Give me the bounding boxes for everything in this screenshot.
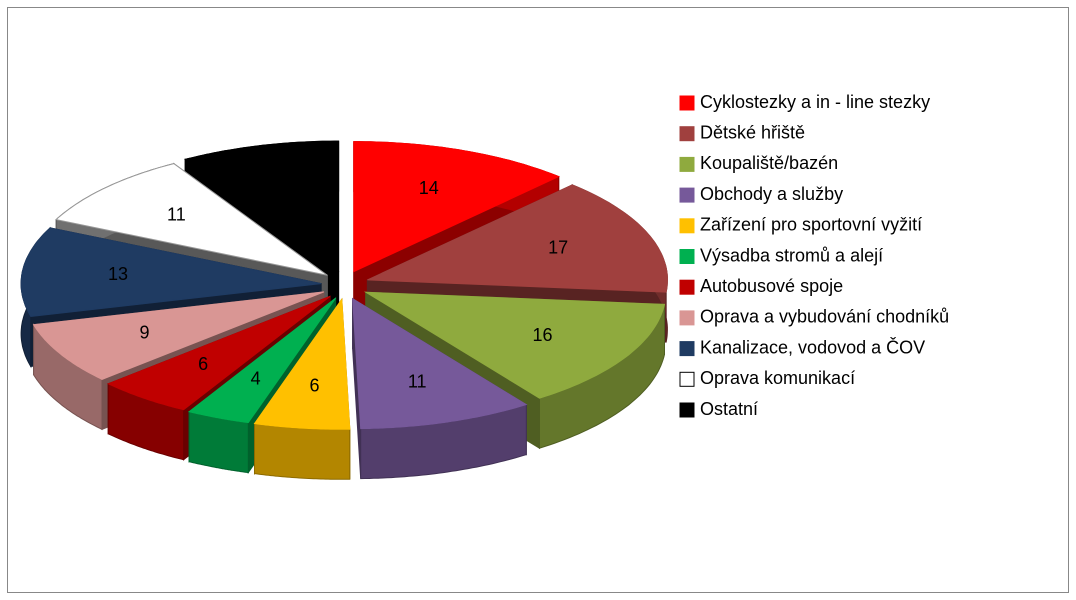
legend-swatch bbox=[679, 310, 695, 326]
data-label: 11 bbox=[167, 205, 186, 225]
slice-top bbox=[253, 297, 351, 430]
data-label: 10 bbox=[274, 175, 294, 195]
data-label: 17 bbox=[548, 237, 568, 257]
legend-label: Kanalizace, vodovod a ČOV bbox=[700, 336, 925, 357]
legend-label: Výsadba stromů a alejí bbox=[700, 245, 883, 265]
slice-top bbox=[187, 297, 337, 424]
data-label: 11 bbox=[408, 371, 427, 391]
legend-label: Oprava a vybudování chodníků bbox=[700, 307, 949, 327]
legend-label: Cyklostezky a in - line stezky bbox=[700, 92, 930, 112]
slice-wall bbox=[254, 423, 351, 480]
data-label: 6 bbox=[198, 354, 208, 374]
data-label: 4 bbox=[251, 368, 261, 388]
data-label: 14 bbox=[419, 178, 439, 198]
data-label: 13 bbox=[108, 264, 128, 284]
legend-swatch bbox=[679, 126, 695, 142]
legend-swatch bbox=[679, 279, 695, 295]
slice-top bbox=[367, 184, 668, 293]
legend-swatch bbox=[679, 156, 695, 172]
legend-swatch bbox=[679, 341, 695, 357]
slice-top bbox=[352, 297, 528, 430]
legend-swatch bbox=[679, 218, 695, 234]
pie-slice: 6 bbox=[253, 297, 351, 480]
legend-label: Ostatní bbox=[700, 399, 758, 419]
data-label: 16 bbox=[532, 325, 552, 345]
slice-top bbox=[55, 163, 328, 276]
slice-top bbox=[353, 141, 560, 273]
pie-slice: 11 bbox=[352, 297, 528, 480]
legend-label: Obchody a služby bbox=[700, 184, 843, 204]
legend-label: Autobusové spoje bbox=[700, 276, 843, 296]
slice-top bbox=[20, 227, 322, 318]
legend-label: Zařízení pro sportovní vyžití bbox=[700, 215, 922, 235]
data-label: 6 bbox=[309, 376, 319, 396]
legend-swatch bbox=[679, 95, 695, 111]
legend-label: Dětské hřiště bbox=[700, 122, 805, 142]
slice-top bbox=[363, 291, 666, 399]
slice-top bbox=[184, 140, 340, 273]
legend-swatch bbox=[679, 187, 695, 203]
legend-label: Oprava komunikací bbox=[700, 368, 855, 388]
slice-top bbox=[32, 291, 325, 380]
legend-label: Koupaliště/bazén bbox=[700, 153, 838, 173]
data-label: 9 bbox=[140, 323, 150, 343]
legend-swatch bbox=[679, 249, 695, 264]
legend-swatch bbox=[679, 402, 695, 418]
slice-top bbox=[106, 295, 331, 411]
legend-swatch bbox=[679, 371, 695, 387]
